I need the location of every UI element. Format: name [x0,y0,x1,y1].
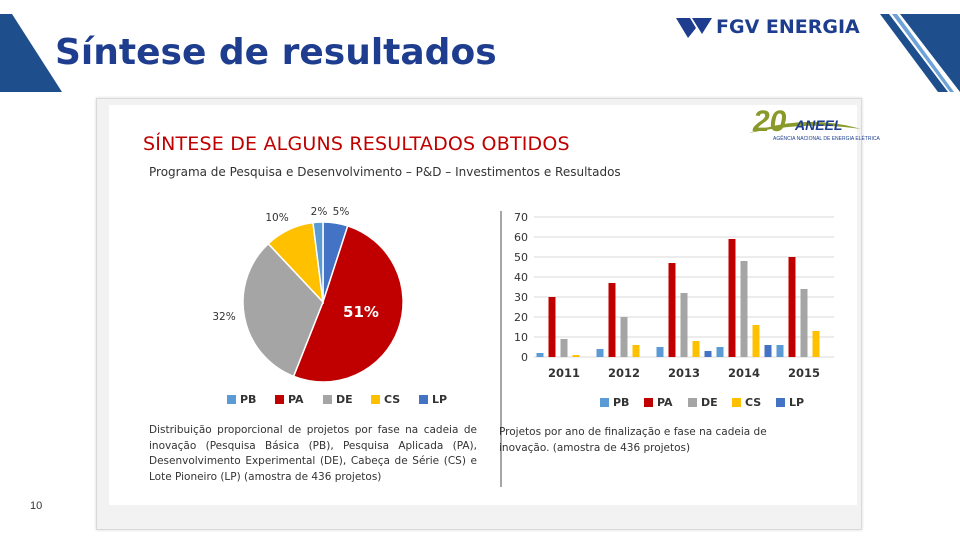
aneel-number: 20 [753,105,787,138]
pie-slice-de [242,242,324,378]
bar-cs-2014 [752,325,760,357]
bar-pa-2014 [728,239,736,357]
bar-legend-swatch-cs [732,398,741,407]
pie-legend-label-pb: PB [240,393,256,406]
page-number: 10 [30,500,43,512]
bar-ytick-70: 70 [514,211,528,224]
bar-lp-2013 [704,351,712,357]
panel-title: SÍNTESE DE ALGUNS RESULTADOS OBTIDOS [143,133,570,155]
pie-legend-swatch-lp [419,395,428,404]
bar-ytick-60: 60 [514,231,528,244]
bar-xtick-2014: 2014 [728,366,760,380]
aneel-name: ANEEL [795,117,843,133]
panel-subtitle: Programa de Pesquisa e Desenvolvimento –… [149,165,621,179]
bar-de-2012 [620,317,628,357]
bar-de-2014 [740,261,748,357]
left-corner-stripe [0,14,70,92]
fgv-energia-logo: FGV ENERGIA [676,14,866,44]
bar-cs-2013 [692,341,700,357]
aneel-swoosh-icon [749,121,861,133]
pie-legend-swatch-cs [371,395,380,404]
bar-de-2015 [800,289,808,357]
bar-ytick-50: 50 [514,251,528,264]
bar-xtick-2012: 2012 [608,366,640,380]
pie-slice-pa [292,224,404,383]
bar-legend-swatch-pa [644,398,653,407]
bar-ytick-30: 30 [514,291,528,304]
panel-inner: SÍNTESE DE ALGUNS RESULTADOS OBTIDOS Pro… [109,105,880,505]
bar-ytick-10: 10 [514,331,528,344]
chart-divider [500,211,502,487]
bar-pb-2014 [716,347,724,357]
aneel-logo: 20 ANEEL AGÊNCIA NACIONAL DE ENERGIA ELÉ… [745,105,880,147]
pie-label-de: 32% [212,311,235,323]
pie-label-pa: 51% [343,303,379,321]
bar-pa-2012 [608,283,616,357]
bar-legend-swatch-pb [600,398,609,407]
bar-pb-2015 [776,345,784,357]
bar-legend-swatch-lp [776,398,785,407]
slide-title: Síntese de resultados [55,32,497,73]
bar-legend-label-cs: CS [745,396,761,409]
bar-cs-2015 [812,331,820,357]
pie-legend-label-cs: CS [384,393,400,406]
bar-cs-2012 [632,345,640,357]
bar-de-2013 [680,293,688,357]
caption-left: Distribuição proporcional de projetos po… [149,424,477,483]
bar-pa-2013 [668,263,676,357]
bar-chart: 0 10 20 30 40 50 60 70 2011 2012 2013 2014 2015 PB PA D… [514,211,834,409]
bar-pb-2011 [536,353,544,357]
bar-legend-swatch-de [688,398,697,407]
pie-legend-swatch-pb [227,395,236,404]
bar-legend-label-pb: PB [613,396,629,409]
results-panel: SÍNTESE DE ALGUNS RESULTADOS OBTIDOS Pro… [96,98,880,530]
pie-slice-pb [312,221,324,303]
bar-ytick-0: 0 [521,351,528,364]
bar-pa-2015 [788,257,796,357]
bar-legend-label-pa: PA [657,396,673,409]
bar-lp-2014 [764,345,772,357]
caption-right: Projetos por ano de finalização e fase n… [499,426,767,454]
pie-label-lp: 5% [333,206,350,218]
bar-legend-label-de: DE [701,396,718,409]
pie-legend-label-de: DE [336,393,353,406]
bar-pa-2011 [548,297,556,357]
logo-text: FGV ENERGIA [716,16,860,38]
bar-xtick-2015: 2015 [788,366,820,380]
aneel-subtitle: AGÊNCIA NACIONAL DE ENERGIA ELÉTRICA [773,136,880,142]
pie-label-pb: 2% [311,206,328,218]
bar-de-2011 [560,339,568,357]
bar-xtick-2013: 2013 [668,366,700,380]
bar-ytick-40: 40 [514,271,528,284]
pie-legend-swatch-pa [275,395,284,404]
pie-legend-swatch-de [323,395,332,404]
bar-ytick-20: 20 [514,311,528,324]
pie-legend-label-lp: LP [432,393,447,406]
bar-xtick-2011: 2011 [548,366,580,380]
pie-chart: 5% 51% 32% 10% 2% PB PA DE CS LP [212,206,447,406]
pie-label-cs: 10% [265,212,288,224]
bar-pb-2013 [656,347,664,357]
fgv-logo-icon [676,18,712,38]
right-corner-stripe [880,14,960,92]
bar-pb-2012 [596,349,604,357]
pie-legend-label-pa: PA [288,393,304,406]
bar-cs-2011 [572,355,580,357]
bar-legend-label-lp: LP [789,396,804,409]
